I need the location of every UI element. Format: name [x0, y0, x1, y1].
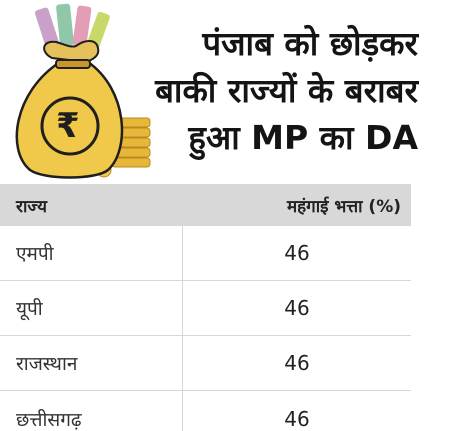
headline-line-1: पंजाब को छोड़कर — [202, 24, 418, 63]
da-table: राज्य महंगाई भत्ता (%) एमपी 46 यूपी 46 र… — [0, 184, 411, 431]
state-cell: छत्तीसगढ़ — [0, 391, 183, 431]
column-header-state: राज्य — [16, 196, 47, 217]
state-cell: एमपी — [0, 226, 183, 280]
money-bag-icon — [15, 3, 151, 179]
table-row: एमपी 46 — [0, 226, 411, 281]
da-cell: 46 — [284, 296, 310, 320]
table-row: छत्तीसगढ़ 46 — [0, 391, 411, 431]
state-cell: राजस्थान — [0, 336, 183, 390]
column-header-da: महंगाई भत्ता (%) — [286, 196, 401, 217]
da-cell: 46 — [284, 241, 310, 265]
header-banner: ₹ पंजाब को छोड़कर बाकी राज्यों के बराबर … — [0, 0, 468, 184]
da-cell: 46 — [284, 351, 310, 375]
rupee-symbol: ₹ — [56, 106, 80, 146]
da-cell: 46 — [284, 406, 310, 431]
headline-line-3: हुआ MP का DA — [188, 118, 418, 157]
headline-line-2: बाकी राज्यों के बराबर — [155, 71, 418, 110]
table-row: यूपी 46 — [0, 281, 411, 336]
table-row: राजस्थान 46 — [0, 336, 411, 391]
table-header: राज्य महंगाई भत्ता (%) — [0, 184, 411, 226]
state-cell: यूपी — [0, 281, 183, 335]
headline: पंजाब को छोड़कर बाकी राज्यों के बराबर हु… — [155, 20, 418, 161]
